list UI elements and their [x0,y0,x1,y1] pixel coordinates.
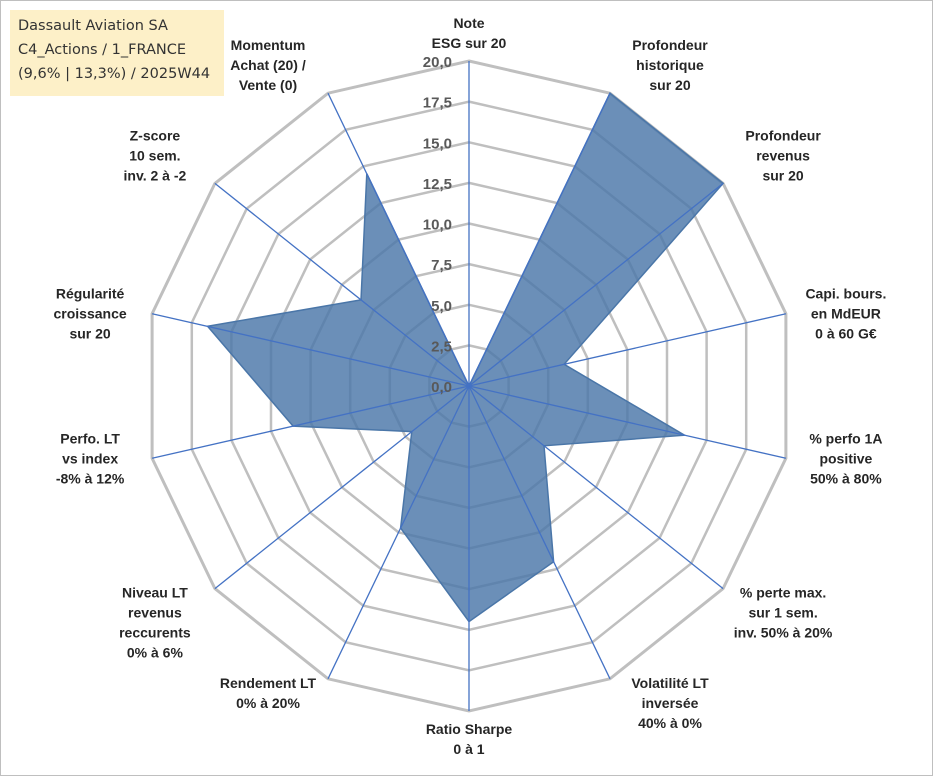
axis-label: inversée [642,695,699,711]
axis-label: % perte max. [740,585,826,601]
axis-label: Momentum [231,37,306,53]
r-tick-label: 7,5 [431,257,452,274]
axis-label-group: Rendement LT 0% à 20% [220,675,317,711]
axis-label: sur 1 sem. [748,605,817,621]
r-tick-label: 0,0 [431,379,452,396]
axis-label: Achat (20) / [230,57,306,73]
axis-label: Note [453,15,484,31]
axis-label: Z-score [130,127,181,143]
axis-label: 50% à 80% [810,470,882,486]
axis-spoke [327,92,470,387]
axis-spoke [151,313,470,387]
axis-label: Niveau LT [122,585,188,601]
axis-label-group: Régularité croissance sur 20 [54,286,127,342]
axis-label: croissance [54,306,127,322]
r-tick-label: 2,5 [431,338,452,355]
axis-spoke [468,92,611,387]
axis-label: sur 20 [69,326,110,342]
axis-label: Vente (0) [239,77,297,93]
axis-label: Ratio Sharpe [426,721,513,737]
axis-label: vs index [62,450,118,466]
r-tick-label: 15,0 [423,135,452,152]
r-tick-label: 5,0 [431,298,452,315]
axis-label: Perfo. LT [60,430,120,446]
axis-label-group: % perte max. sur 1 sem. inv. 50% à 20% [734,585,833,641]
axis-label-group: Niveau LT revenus reccurents 0% à 6% [119,585,191,661]
axis-label: Profondeur [745,127,821,143]
axis-spoke [151,385,470,459]
axis-label: % perfo 1A [809,430,882,446]
axis-label: Capi. bours. [805,286,886,302]
axis-label: inv. 2 à -2 [124,167,187,183]
title-line-stats: (9,6% | 13,3%) / 2025W44 [18,66,211,82]
axis-label: Volatilité LT [631,675,709,691]
r-tick-label: 10,0 [423,217,452,234]
axis-label-group: Ratio Sharpe 0 à 1 [426,721,513,757]
axis-label: sur 20 [762,167,803,183]
axis-label: positive [819,450,872,466]
axis-spoke [214,385,470,590]
axis-label: revenus [128,605,182,621]
axis-label-group: Profondeur revenus sur 20 [745,127,821,183]
axis-label: 0 à 60 G€ [815,326,877,342]
axis-label: 40% à 0% [638,715,702,731]
axis-label: revenus [756,147,810,163]
axis-label-group: Profondeur historique sur 20 [632,37,708,93]
axis-label-group: % perfo 1A positive 50% à 80% [809,430,882,486]
axis-label: historique [636,57,704,73]
axis-label: 10 sem. [129,147,180,163]
axis-label-group: Note ESG sur 20 [432,15,507,51]
axis-label: Profondeur [632,37,708,53]
axis-label: en MdEUR [811,306,881,322]
axis-label-group: Z-score 10 sem. inv. 2 à -2 [124,127,187,183]
r-tick-label: 17,5 [423,95,452,112]
axis-spoke [468,385,611,680]
r-tick-label: 12,5 [423,176,452,193]
axis-spoke [468,385,787,459]
axis-label: -8% à 12% [56,470,125,486]
axis-label: inv. 50% à 20% [734,625,833,641]
title-line-company: Dassault Aviation SA [18,18,168,34]
axis-spoke [468,313,787,387]
axis-label: 0 à 1 [453,741,484,757]
axis-label: reccurents [119,625,191,641]
chart-title-box: Dassault Aviation SA C4_Actions / 1_FRAN… [10,10,224,96]
axis-label: 0% à 20% [236,695,300,711]
axis-label: Régularité [56,286,125,302]
axis-label-group: Volatilité LT inversée 40% à 0% [631,675,709,731]
axis-spoke [468,385,724,590]
axis-label-group: Capi. bours. en MdEUR 0 à 60 G€ [805,286,886,342]
axis-label-group: Perfo. LT vs index -8% à 12% [56,430,125,486]
axis-label: ESG sur 20 [432,35,507,51]
r-tick-label: 20,0 [423,54,452,71]
title-line-category: C4_Actions / 1_FRANCE [18,42,187,58]
axis-label: sur 20 [649,77,690,93]
axis-spoke [468,182,724,387]
axis-label: Rendement LT [220,675,317,691]
axis-spoke [214,182,470,387]
axis-spoke [327,385,470,680]
axis-label-group: Momentum Achat (20) / Vente (0) [230,37,306,93]
axis-label: 0% à 6% [127,645,184,661]
